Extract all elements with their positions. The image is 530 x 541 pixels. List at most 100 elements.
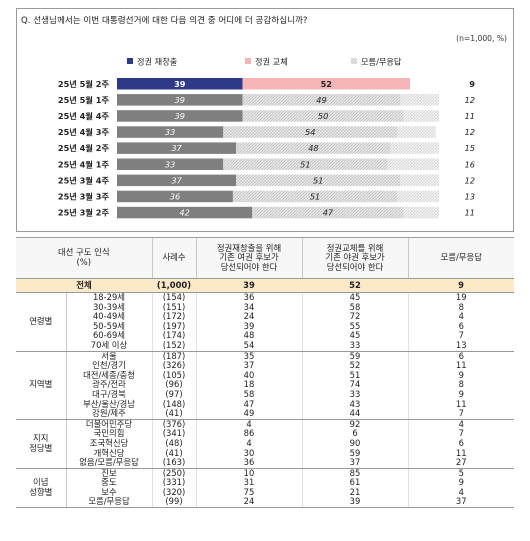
row-change: 85 xyxy=(301,468,408,479)
row-label: 서울 xyxy=(101,350,117,361)
row-dk: 9 xyxy=(407,478,514,488)
row-label: 부산/울산/경남 xyxy=(83,398,135,409)
question-text: Q. 선생님께서는 이번 대통령선거에 대한 다음 의견 중 어디에 더 공감하… xyxy=(21,14,307,26)
data-label: 39 xyxy=(175,111,185,121)
total-row: 전체 (1,000) 39 52 9 xyxy=(16,278,514,293)
row-n: (154) xyxy=(151,292,196,303)
row-dk: 7 xyxy=(407,408,514,420)
table-row: 대구/경북 (97) 58 33 9 xyxy=(16,389,514,400)
table-row: 보수 (320) 75 21 4 xyxy=(16,486,514,498)
bar-segment xyxy=(223,158,388,170)
data-label: 11 xyxy=(465,208,475,218)
bar-segment xyxy=(410,78,439,90)
row-n: (187) xyxy=(151,351,196,362)
bar-segment xyxy=(236,142,391,154)
row-dk: 9 xyxy=(407,370,514,381)
bar-segment xyxy=(242,78,411,90)
table-body: 전체 (1,000) 39 52 9 연령별 18-29세 (154) 36 45 19 3… xyxy=(16,278,514,509)
table-row: 50-59세 (197) 39 55 6 xyxy=(16,321,514,332)
row-continuation: 58 xyxy=(195,389,302,400)
data-label: 50 xyxy=(318,111,328,121)
row-change: 59 xyxy=(301,448,408,459)
data-label: 15 xyxy=(465,143,475,153)
table-row: 70세 이상 (152) 54 33 13 xyxy=(16,340,514,352)
row-dk: 7 xyxy=(407,429,514,439)
row-change: 92 xyxy=(301,419,408,430)
row-continuation: 47 xyxy=(195,399,302,410)
total-n: (1,000) xyxy=(152,278,196,293)
chart-legend: 정권 재창출 정권 교체 모름/무응답 xyxy=(127,57,402,67)
row-n: (148) xyxy=(151,399,196,410)
row-label: 18-29세 xyxy=(92,292,126,302)
table-row: 강원/제주 (41) 49 44 7 xyxy=(16,408,514,420)
bar-segment xyxy=(242,110,404,122)
row-dk: 4 xyxy=(407,312,514,322)
data-label: 9 xyxy=(469,79,475,89)
data-label: 54 xyxy=(305,127,315,137)
bar-segment xyxy=(397,190,439,203)
table-row: 조국혁신당 (48) 4 90 6 xyxy=(16,438,514,449)
data-label: 47 xyxy=(323,208,334,218)
row-change: 52 xyxy=(301,361,408,371)
row-label: 인천/경기 xyxy=(92,360,126,371)
data-label: 42 xyxy=(179,208,189,218)
row-label: 보수 xyxy=(101,486,117,497)
row-continuation: 75 xyxy=(195,487,302,498)
legend-swatch xyxy=(127,58,133,64)
row-change: 55 xyxy=(301,321,408,332)
row-change: 58 xyxy=(301,302,408,313)
row-change: 90 xyxy=(301,438,408,449)
row-n: (41) xyxy=(151,408,196,420)
bar-segment xyxy=(117,126,224,138)
row-n: (48) xyxy=(151,438,196,449)
category-label: 25년 3월 3주 xyxy=(58,191,110,201)
legend-label: 정권 교체 xyxy=(255,57,288,67)
category-label: 25년 3월 2주 xyxy=(58,208,110,218)
data-label: 37 xyxy=(171,175,182,185)
row-continuation: 54 xyxy=(195,340,302,352)
data-label: 48 xyxy=(308,143,318,153)
table-row: 부산/울산/경남 (148) 47 43 11 xyxy=(16,398,514,410)
row-n: (250) xyxy=(151,468,196,479)
row-continuation: 24 xyxy=(195,312,302,322)
data-label: 12 xyxy=(465,175,475,185)
bar-segment xyxy=(117,174,237,187)
table-row: 대전/세종/충청 (105) 40 51 9 xyxy=(16,370,514,381)
total-continuation: 39 xyxy=(196,278,302,293)
bar-segment xyxy=(387,158,439,170)
row-label: 70세 이상 xyxy=(66,340,152,352)
header-dk: 모름/무응답 xyxy=(407,237,514,279)
data-label: 36 xyxy=(170,191,180,201)
table-row: 40-49세 (172) 24 72 4 xyxy=(16,312,514,322)
category-label: 25년 3월 4주 xyxy=(58,175,110,185)
row-dk: 11 xyxy=(407,361,514,371)
data-label: 33 xyxy=(165,127,175,137)
legend-swatch xyxy=(351,58,357,64)
total-change: 52 xyxy=(302,278,408,293)
row-change: 33 xyxy=(301,340,408,352)
data-label: 16 xyxy=(465,159,475,169)
row-n: (97) xyxy=(151,389,196,400)
row-n: (320) xyxy=(151,487,196,498)
row-dk: 37 xyxy=(407,497,514,509)
bar-segment xyxy=(236,174,401,187)
category-label: 25년 5월 2주 xyxy=(58,79,110,89)
row-dk: 4 xyxy=(407,487,514,498)
table-row: 국민의힘 (341) 86 6 7 xyxy=(16,429,514,439)
row-continuation: 35 xyxy=(195,351,302,362)
header-change: 정권교체를 위해 기존 야권 후보가 당선되어야 한다 xyxy=(301,237,408,279)
data-label: 13 xyxy=(465,191,475,201)
group-label: 지지 정당별 xyxy=(16,419,67,469)
row-change: 39 xyxy=(301,497,408,509)
table-row: 지지 정당별 더불어민주당 (376) 4 92 4 xyxy=(16,419,514,469)
data-label: 39 xyxy=(174,79,186,89)
row-label: 진보 xyxy=(101,467,117,478)
row-n: (326) xyxy=(151,361,196,371)
bar-segment xyxy=(117,206,253,219)
row-label: 광주/전라 xyxy=(92,379,126,390)
row-change: 72 xyxy=(301,312,408,322)
row-continuation: 36 xyxy=(195,457,302,469)
row-continuation: 49 xyxy=(195,408,302,420)
data-label: 51 xyxy=(300,159,310,169)
row-change: 33 xyxy=(301,389,408,400)
